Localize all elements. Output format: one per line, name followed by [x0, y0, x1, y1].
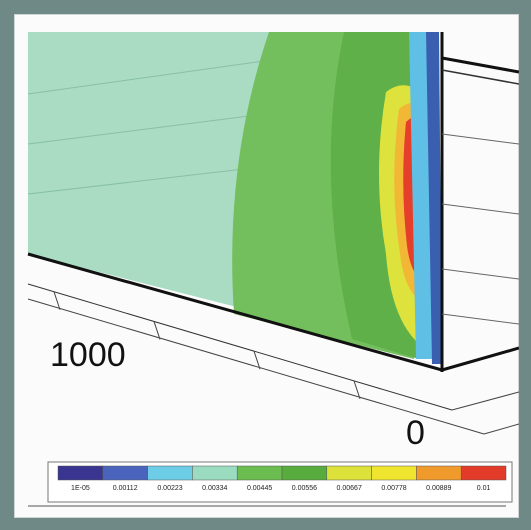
- floor-axis-line: [451, 391, 519, 411]
- floor-tick: [253, 351, 261, 370]
- colorbar-swatch: [371, 465, 417, 481]
- colorbar-swatch: [416, 465, 462, 481]
- colorbar-tick-label: 0.01: [477, 485, 491, 492]
- colorbar: 1E-05 0.00112 0.00223 0.00334 0.00445 0.00556…: [47, 461, 513, 503]
- colorbar-tick-label: 0.00334: [202, 485, 227, 492]
- axis-tick-label-0: 0: [406, 414, 425, 452]
- floor-tick: [53, 291, 61, 310]
- back-grid-line: [441, 203, 519, 215]
- contour-surface: [27, 32, 442, 364]
- back-edge-line: [441, 69, 519, 85]
- colorbar-swatch: [236, 465, 283, 481]
- colorbar-tick-label: 0.00667: [337, 485, 362, 492]
- colorbar-tick-label: 0.00223: [157, 485, 182, 492]
- contour-plot: 1000 0 1E-05 0.00112 0.00223 0.00334 0.00445…: [27, 32, 519, 507]
- floor-axis-line: [27, 283, 453, 411]
- floor-tick: [153, 321, 161, 340]
- floor-edge: [441, 346, 519, 372]
- colorbar-swatch: [460, 465, 507, 481]
- colorbar-swatch: [57, 465, 104, 481]
- colorbar-tick-label: 0.00112: [113, 485, 138, 492]
- colorbar-tick-label: 1E-05: [71, 485, 90, 492]
- back-grid-line: [441, 313, 519, 325]
- colorbar-swatch: [326, 465, 372, 481]
- colorbar-tick-label: 0.00778: [381, 485, 406, 492]
- plot-panel: 1000 0 1E-05 0.00112 0.00223 0.00334 0.00445…: [14, 14, 519, 518]
- colorbar-swatch: [281, 465, 328, 481]
- colorbar-tick-label: 0.00556: [292, 485, 317, 492]
- plot-axes: [27, 32, 519, 435]
- floor-axis-line: [483, 423, 519, 435]
- axis-tick-label-1000: 1000: [50, 336, 126, 374]
- floor-tick: [353, 380, 361, 400]
- colorbar-swatch: [192, 465, 238, 481]
- contour-edge-dark: [426, 32, 442, 364]
- back-grid-line: [441, 268, 519, 280]
- colorbar-swatch: [102, 465, 148, 481]
- back-top-edge: [441, 56, 519, 74]
- colorbar-tick-label: 0.00889: [426, 485, 451, 492]
- surface-bottom-edge: [27, 252, 443, 372]
- colorbar-swatch: [147, 465, 193, 481]
- floor-axis-line: [27, 298, 485, 435]
- contour-edge-light: [409, 32, 432, 359]
- colorbar-tick-label: 0.00445: [247, 485, 272, 492]
- back-grid-line: [441, 133, 519, 145]
